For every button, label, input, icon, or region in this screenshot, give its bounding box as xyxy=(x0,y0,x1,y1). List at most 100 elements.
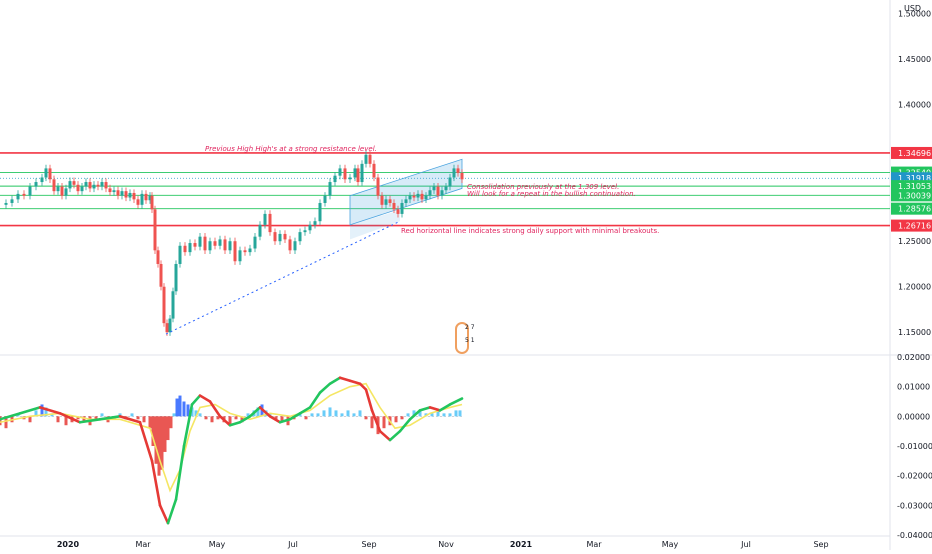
fast-line-segment xyxy=(398,417,412,433)
candle-body xyxy=(183,245,187,253)
time-tick-label-7: Mar xyxy=(586,540,602,549)
candle-body xyxy=(22,193,26,196)
time-tick-label-5: Nov xyxy=(438,540,454,549)
candle-body xyxy=(44,168,48,178)
candle-body xyxy=(440,190,444,196)
fast-line-segment xyxy=(158,504,170,525)
histogram-bar xyxy=(175,398,179,417)
histogram-bar xyxy=(448,413,452,417)
histogram-bar xyxy=(458,410,462,417)
candle-body xyxy=(328,182,332,196)
histogram-bar xyxy=(186,404,190,417)
candle-body xyxy=(233,241,237,262)
candle-body xyxy=(456,168,460,173)
candle-body xyxy=(283,233,287,240)
fast-line-segment xyxy=(38,406,62,415)
histogram-bar xyxy=(157,416,161,476)
candle-body xyxy=(318,202,322,222)
candle-body xyxy=(412,195,416,198)
fast-line-segment xyxy=(198,394,212,403)
axes: 1.50000 1.45000 1.40000 1.25000 1.20000 1.150… xyxy=(57,10,932,549)
fast-line-segment xyxy=(166,498,178,525)
candle-body xyxy=(253,236,257,249)
candle-body xyxy=(338,168,342,176)
histogram-bar xyxy=(169,416,173,429)
histogram-bar xyxy=(118,413,122,417)
fast-line-segment xyxy=(278,417,292,424)
histogram-bar xyxy=(151,416,155,446)
histogram-bar xyxy=(44,407,48,417)
price-tick-label-5: 1.15000 xyxy=(898,328,931,337)
level-label-box-6 xyxy=(891,219,932,232)
candle-body xyxy=(140,193,144,205)
fast-line-segment xyxy=(208,400,222,418)
candle-body xyxy=(162,286,166,324)
histogram-bar xyxy=(370,416,374,429)
candle-body xyxy=(96,184,100,187)
oscillator-lines xyxy=(0,376,464,525)
histogram-bar xyxy=(56,416,60,423)
histogram-bar xyxy=(442,413,446,417)
event-badge[interactable]: 2 7 5 1 xyxy=(455,322,477,354)
candle-body xyxy=(128,192,132,198)
candle-body xyxy=(392,202,396,210)
candle-body xyxy=(171,291,175,319)
candle-body xyxy=(198,236,202,247)
candle-body xyxy=(132,192,136,200)
histogram-bar xyxy=(346,410,350,417)
histogram-bar xyxy=(418,410,422,417)
consolidation-annotation-2: Will look for a repeat in the bullish co… xyxy=(467,190,636,198)
fast-line-segment xyxy=(238,415,252,424)
candle-body xyxy=(248,248,252,253)
candle-body xyxy=(308,224,312,231)
consolidation-annotation-1: Consolidation previously at the 1.309 le… xyxy=(467,183,620,191)
histogram-bar xyxy=(240,416,244,423)
time-tick-label-3: Jul xyxy=(287,540,298,549)
histogram-bar xyxy=(310,413,314,417)
level-label-text-3: 1.31053 xyxy=(898,182,931,191)
osc-tick-label-1: 0.01000 xyxy=(897,383,930,392)
histogram-bar xyxy=(190,407,194,417)
slow-line xyxy=(0,382,463,493)
fast-line-segment xyxy=(298,406,312,415)
osc-tick-label-4: -0.02000 xyxy=(897,472,932,481)
histogram-bar xyxy=(198,413,202,417)
histogram-bar xyxy=(194,410,198,417)
histogram-bar xyxy=(154,416,158,464)
histogram-bar xyxy=(148,416,152,429)
badge-icon xyxy=(455,322,469,354)
histogram-bar xyxy=(316,413,320,417)
histogram-bar xyxy=(334,410,338,417)
candle-body xyxy=(193,243,197,247)
candle-body xyxy=(156,250,160,264)
candle-body xyxy=(436,186,440,196)
histogram-bar xyxy=(304,416,308,420)
candle-body xyxy=(120,191,124,196)
candle-body xyxy=(313,221,317,225)
fast-line-segment xyxy=(174,444,186,501)
time-tick-label-4: Sep xyxy=(361,540,376,549)
candle-body xyxy=(124,191,128,198)
histogram-bar xyxy=(358,410,362,417)
histogram-bar xyxy=(436,410,440,417)
histogram-bar xyxy=(4,416,8,429)
candle-body xyxy=(372,163,376,178)
fast-line-segment xyxy=(18,406,42,415)
candle-body xyxy=(460,172,464,180)
level-label-box-4 xyxy=(891,189,932,202)
channel-extension xyxy=(350,210,400,240)
candle-body xyxy=(56,186,60,192)
histogram-bar xyxy=(228,416,232,426)
candle-body xyxy=(28,186,32,196)
histogram-bar xyxy=(76,416,80,420)
histogram-bar xyxy=(364,416,368,420)
candle-body xyxy=(243,250,247,253)
candle-body xyxy=(116,190,120,196)
currency-label[interactable]: USD xyxy=(904,4,922,13)
candle-body xyxy=(432,186,436,191)
histogram-bar xyxy=(136,416,140,420)
fast-line-segment xyxy=(428,406,442,412)
fast-line-segment xyxy=(0,412,22,421)
